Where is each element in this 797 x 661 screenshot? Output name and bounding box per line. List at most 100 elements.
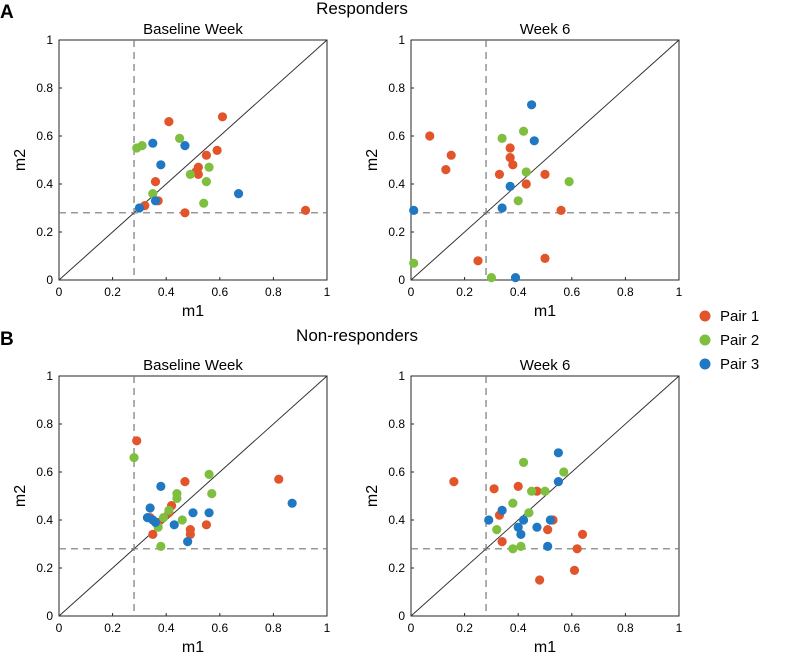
point-pair-1 bbox=[150, 177, 161, 187]
point-pair-3 bbox=[553, 448, 563, 458]
plot-title: Week 6 bbox=[520, 357, 571, 374]
point-pair-3 bbox=[145, 503, 155, 513]
point-pair-2 bbox=[137, 141, 147, 151]
point-pair-3 bbox=[188, 508, 198, 518]
point-pair-1 bbox=[132, 436, 142, 446]
y-axis-label: m2 bbox=[364, 485, 381, 507]
point-pair-2 bbox=[513, 196, 523, 206]
x-tick-label: 0 bbox=[56, 621, 63, 635]
y-axis-label: m2 bbox=[12, 485, 29, 507]
point-pair-2 bbox=[409, 258, 419, 268]
x-tick-label: 0.6 bbox=[563, 621, 580, 635]
point-pair-3 bbox=[529, 136, 539, 146]
y-tick-label: 0.6 bbox=[36, 129, 53, 143]
x-tick-label: 0.8 bbox=[617, 285, 634, 299]
point-pair-3 bbox=[484, 515, 494, 525]
x-tick-label: 0.8 bbox=[265, 621, 282, 635]
point-pair-1 bbox=[577, 529, 588, 539]
point-pair-3 bbox=[518, 515, 529, 525]
point-pair-1 bbox=[572, 544, 582, 554]
point-pair-1 bbox=[494, 169, 505, 179]
y-tick-label: 0 bbox=[398, 273, 405, 287]
point-pair-2 bbox=[486, 273, 496, 283]
point-pair-2 bbox=[185, 169, 195, 179]
y-tick-label: 0.6 bbox=[36, 465, 53, 479]
point-pair-3 bbox=[134, 203, 144, 213]
point-pair-3 bbox=[156, 160, 166, 170]
x-axis-label: m1 bbox=[534, 303, 556, 320]
y-tick-label: 0.4 bbox=[388, 177, 405, 191]
x-tick-label: 1 bbox=[324, 285, 331, 299]
point-pair-1 bbox=[508, 160, 518, 170]
x-tick-label: 0 bbox=[408, 621, 415, 635]
point-pair-1 bbox=[441, 165, 451, 175]
x-tick-label: 0.6 bbox=[211, 285, 228, 299]
point-pair-2 bbox=[199, 198, 209, 208]
legend-label-pair-2: Pair 2 bbox=[720, 332, 759, 349]
point-pair-2 bbox=[518, 457, 529, 467]
y-tick-label: 1 bbox=[46, 33, 53, 47]
point-pair-1 bbox=[505, 153, 515, 163]
point-pair-3 bbox=[505, 181, 515, 191]
point-pair-1 bbox=[446, 150, 456, 160]
x-tick-label: 0.2 bbox=[104, 285, 121, 299]
point-pair-2 bbox=[148, 189, 158, 199]
point-pair-1 bbox=[535, 575, 545, 585]
point-pair-2 bbox=[516, 541, 526, 551]
point-pair-1 bbox=[569, 565, 580, 575]
point-pair-2 bbox=[508, 544, 518, 554]
point-pair-2 bbox=[158, 513, 169, 523]
panel-a-label: A bbox=[0, 2, 14, 23]
plot-title: Week 6 bbox=[520, 21, 571, 38]
x-tick-label: 0.4 bbox=[158, 621, 175, 635]
x-tick-label: 0.4 bbox=[510, 285, 527, 299]
y-tick-label: 0.8 bbox=[388, 417, 405, 431]
identity-line bbox=[410, 39, 680, 281]
section-title-nonresponders: Non-responders bbox=[296, 326, 418, 345]
legend: Pair 1 Pair 2 Pair 3 bbox=[699, 308, 759, 373]
point-pair-1 bbox=[521, 179, 531, 189]
plot-title: Baseline Week bbox=[143, 357, 243, 374]
point-pair-1 bbox=[148, 529, 158, 539]
point-pair-3 bbox=[148, 138, 158, 148]
x-tick-label: 1 bbox=[676, 285, 683, 299]
point-pair-1 bbox=[489, 484, 499, 494]
point-pair-3 bbox=[233, 189, 244, 199]
point-pair-3 bbox=[409, 205, 419, 215]
point-pair-3 bbox=[156, 481, 166, 491]
x-tick-label: 0.4 bbox=[158, 285, 175, 299]
x-axis-label: m1 bbox=[534, 639, 556, 656]
point-pair-3 bbox=[150, 196, 161, 206]
point-pair-2 bbox=[175, 133, 185, 143]
x-tick-label: 0.2 bbox=[456, 285, 473, 299]
x-tick-label: 0.6 bbox=[211, 621, 228, 635]
point-pair-2 bbox=[492, 525, 502, 535]
point-pair-3 bbox=[497, 505, 507, 515]
y-tick-label: 0.6 bbox=[388, 465, 405, 479]
x-tick-label: 0.2 bbox=[456, 621, 473, 635]
point-pair-2 bbox=[204, 469, 214, 479]
x-tick-label: 0 bbox=[408, 285, 415, 299]
point-pair-2 bbox=[207, 489, 217, 499]
point-pair-1 bbox=[540, 253, 550, 263]
point-pair-1 bbox=[540, 169, 550, 179]
identity-line bbox=[410, 375, 680, 617]
x-tick-label: 0.8 bbox=[265, 285, 282, 299]
point-pair-1 bbox=[497, 537, 507, 547]
panel-b-label: B bbox=[0, 329, 14, 350]
y-tick-label: 0.8 bbox=[36, 417, 53, 431]
y-axis-label: m2 bbox=[12, 149, 29, 171]
point-pair-3 bbox=[183, 537, 193, 547]
y-tick-label: 0.2 bbox=[36, 561, 53, 575]
point-pair-2 bbox=[559, 467, 569, 477]
point-pair-1 bbox=[300, 205, 311, 215]
plot-responders-baseline: 00 0.2 0.2 0.4 0.4 0.6 0.6 0.8 0.8 1 1 Baseline Wee… bbox=[12, 21, 331, 320]
y-tick-label: 0.2 bbox=[388, 561, 405, 575]
point-pair-2 bbox=[540, 486, 550, 496]
point-pair-3 bbox=[553, 477, 563, 487]
point-pair-2 bbox=[518, 126, 529, 136]
y-tick-label: 0.2 bbox=[36, 225, 53, 239]
section-title-responders: Responders bbox=[316, 0, 408, 18]
point-pair-2 bbox=[524, 508, 534, 518]
